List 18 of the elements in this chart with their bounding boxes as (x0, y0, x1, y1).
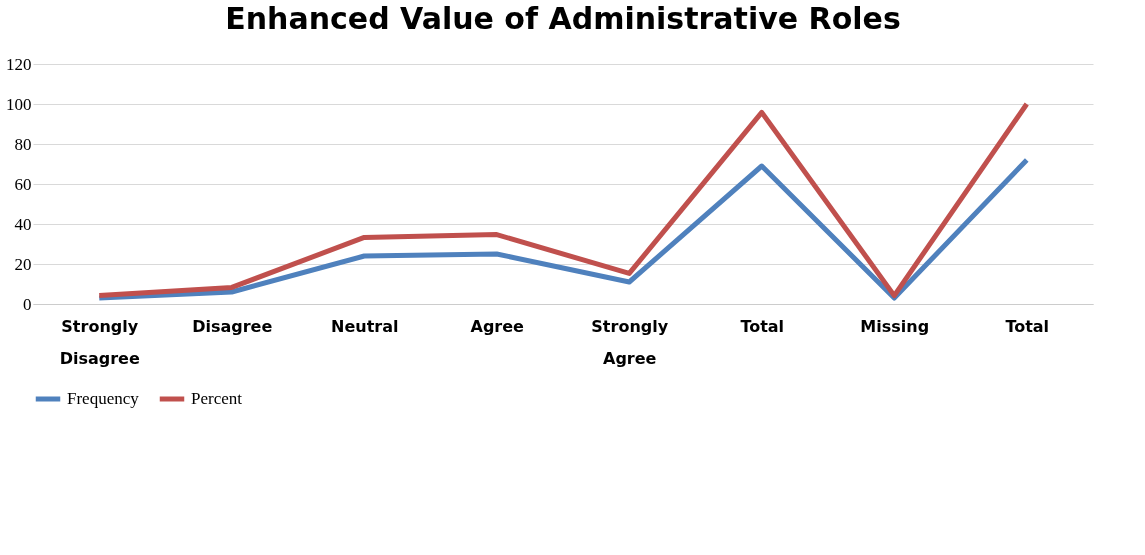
y-tick-label: 120 (6, 54, 32, 74)
chart-title: Enhanced Value of Administrative Roles (225, 1, 901, 36)
x-tick-label: Total (1005, 316, 1050, 336)
y-tick-label: 80 (14, 134, 32, 154)
y-tick-label: 100 (6, 94, 32, 114)
x-tick-label: Total (740, 316, 785, 336)
y-tick-label: 40 (14, 214, 32, 234)
x-tick-label: Neutral (331, 316, 399, 336)
x-tick-label: Missing (860, 316, 930, 336)
x-tick-label: Strongly Disagree (59, 316, 140, 368)
x-tick-label: Strongly Agree (591, 316, 669, 368)
legend-label: Percent (191, 389, 243, 408)
legend-label: Frequency (67, 389, 140, 408)
x-tick-label: Disagree (192, 316, 273, 336)
y-tick-label: 0 (23, 294, 32, 314)
y-tick-label: 20 (14, 254, 32, 274)
x-tick-label: Agree (470, 316, 525, 336)
y-tick-label: 60 (14, 174, 32, 194)
